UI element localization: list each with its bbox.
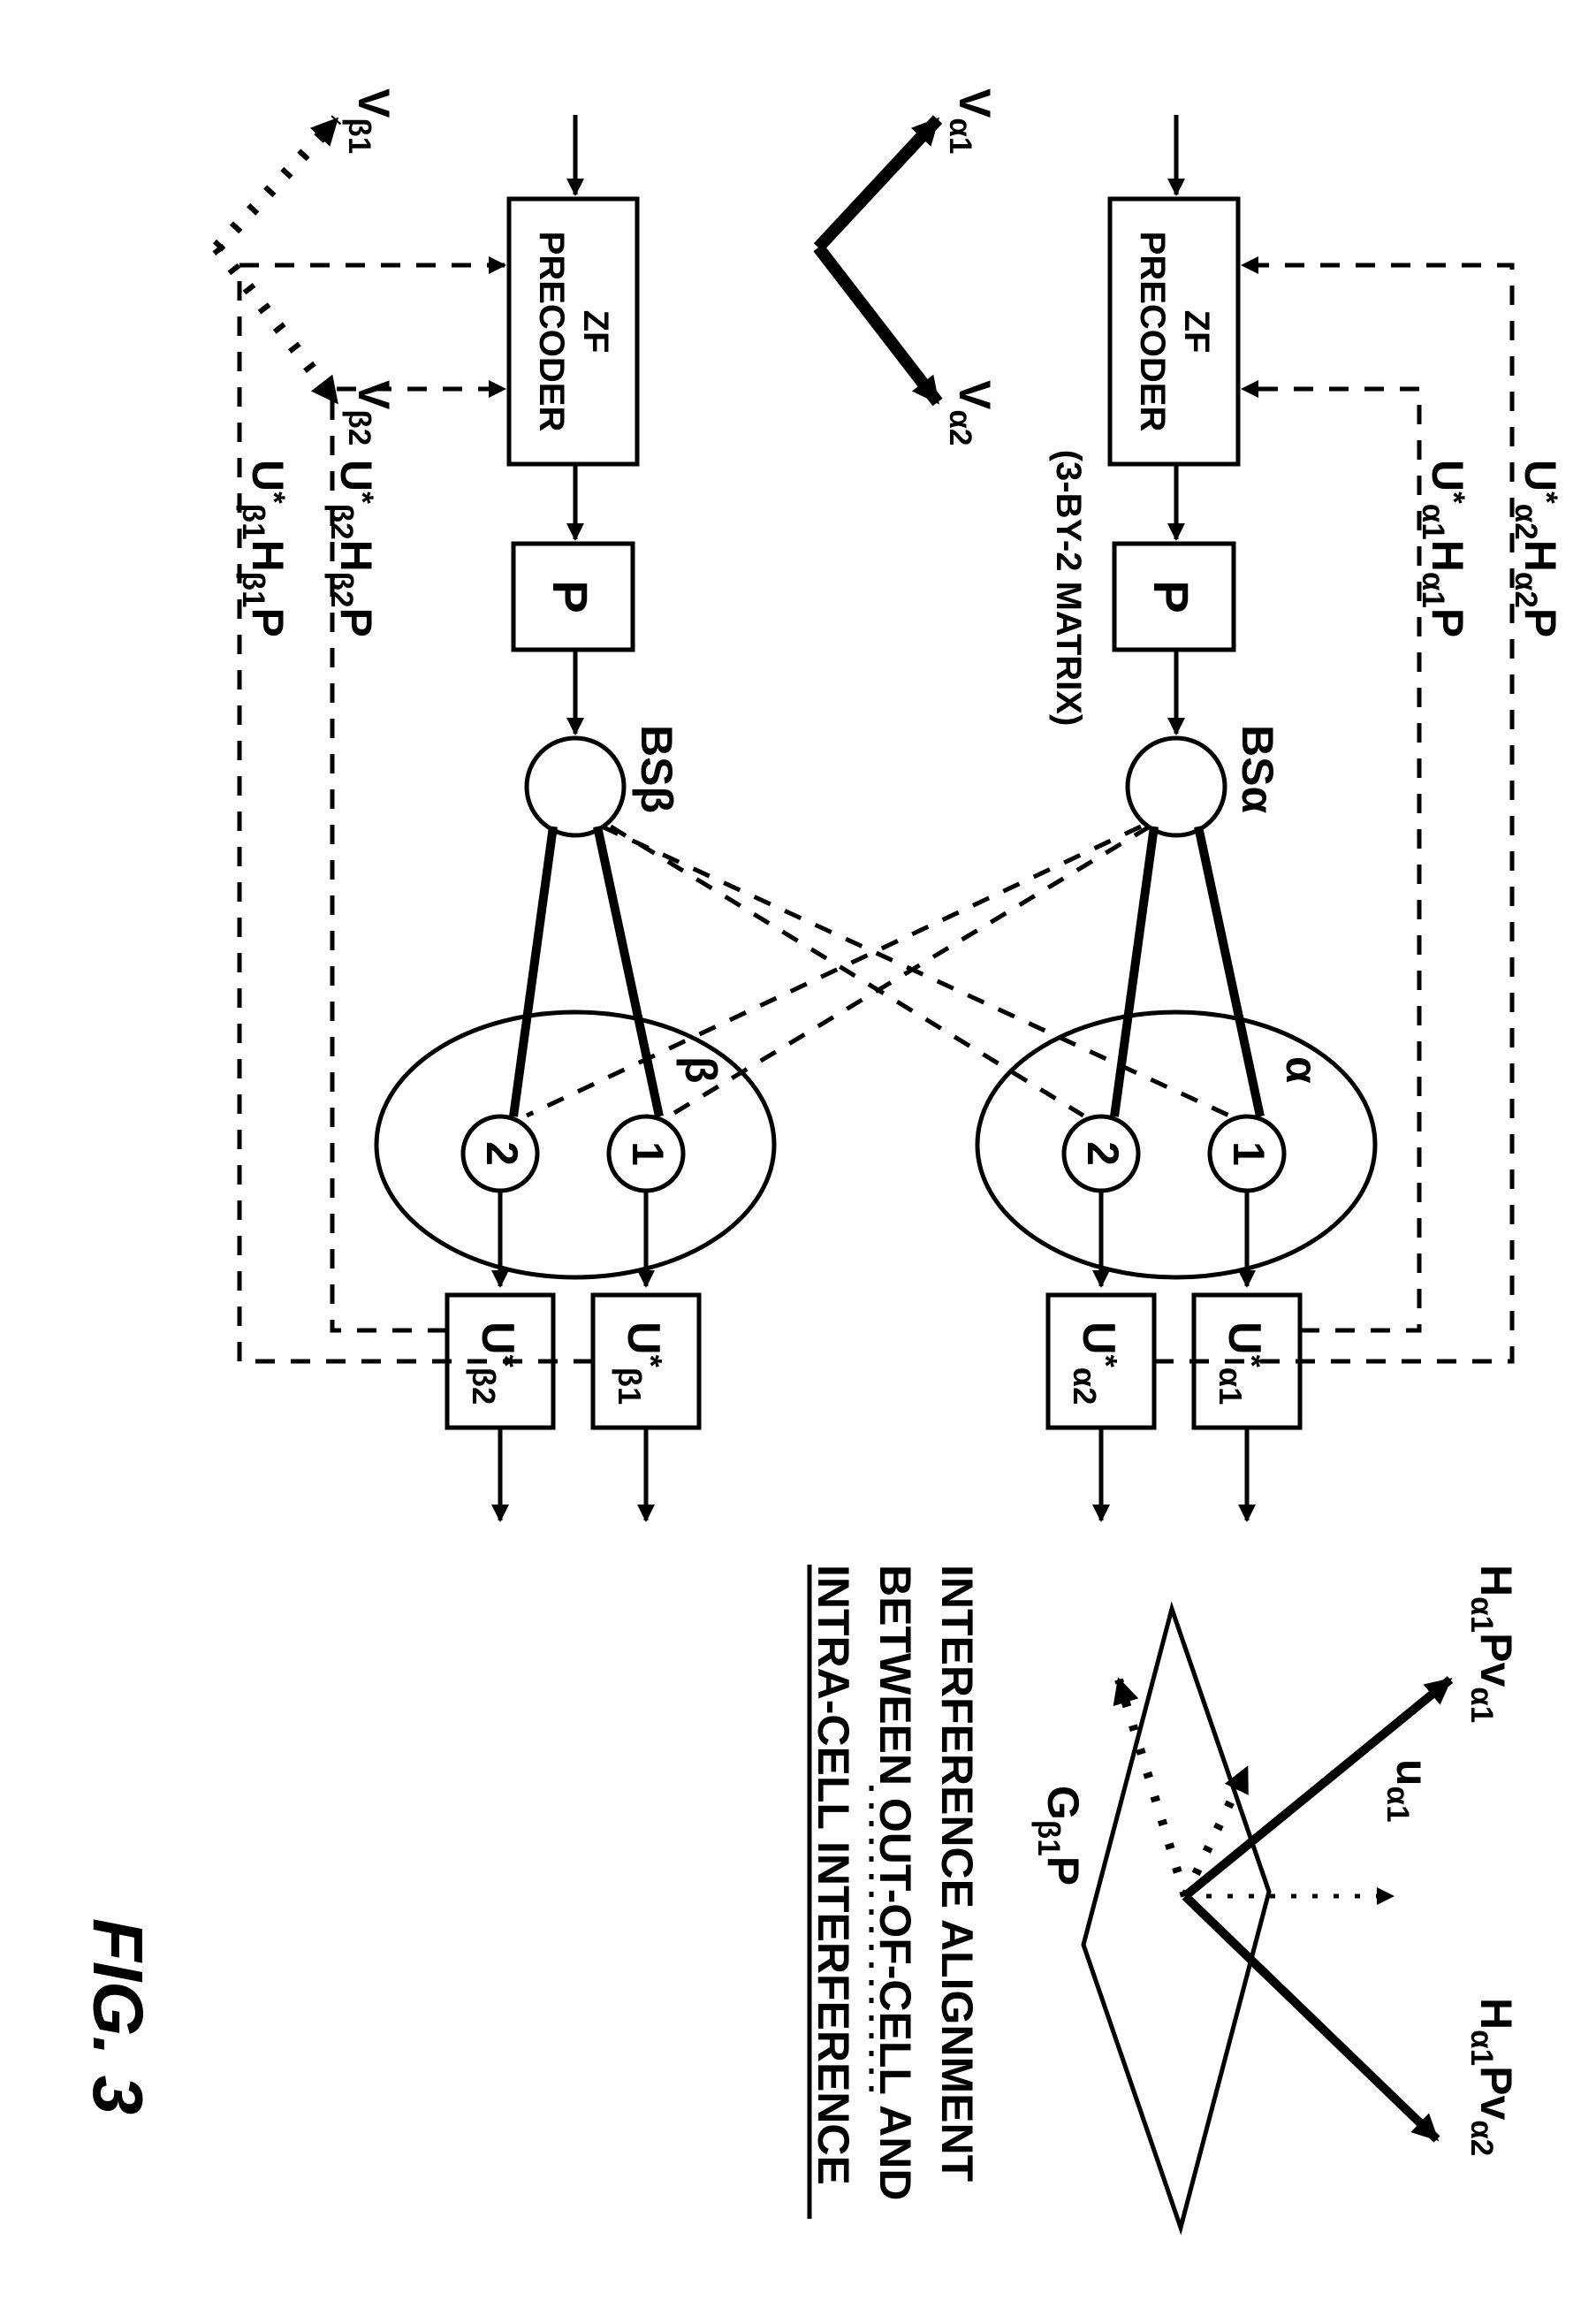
svg-text:U*α1Hα1P: U*α1Hα1P: [1417, 460, 1473, 637]
svg-text:β: β: [676, 1056, 726, 1084]
svg-text:Vβ1: Vβ1: [343, 88, 399, 154]
svg-text:ZFPRECODER: ZFPRECODER: [1133, 232, 1216, 432]
svg-text:U*α2Hα2P: U*α2Hα2P: [1509, 460, 1566, 637]
svg-text:U*β1Hβ1P: U*β1Hβ1P: [237, 460, 293, 637]
svg-text:U*β1: U*β1: [612, 1322, 669, 1405]
figure-label: FIG. 3: [79, 1918, 157, 2114]
svg-text:α: α: [1277, 1056, 1326, 1084]
svg-text:Gβ1P: Gβ1P: [1032, 1786, 1089, 1886]
svg-text:Hα1Pvα2: Hα1Pvα2: [1465, 1998, 1522, 2156]
svg-text:BSβ: BSβ: [632, 725, 681, 813]
svg-text:P: P: [1144, 580, 1199, 613]
svg-text:2: 2: [477, 1141, 527, 1166]
svg-text:2: 2: [1078, 1141, 1128, 1166]
svg-text:U*α2: U*α2: [1067, 1322, 1124, 1405]
svg-text:P: P: [543, 580, 598, 613]
diagram-canvas: ZFPRECODER P (3-BY-2 MATRIX) BSα ZFPRECODER P…: [0, 0, 1596, 2316]
svg-text:(3-BY-2 MATRIX): (3-BY-2 MATRIX): [1049, 450, 1088, 727]
svg-text:INTERFERENCE ALIGNMENT: INTERFERENCE ALIGNMENT: [932, 1565, 982, 2182]
svg-text:Vβ2: Vβ2: [343, 380, 399, 446]
svg-text:1: 1: [623, 1141, 673, 1166]
svg-text:BSα: BSα: [1233, 725, 1282, 813]
svg-text:1: 1: [1224, 1141, 1273, 1166]
svg-text:Vα1: Vα1: [944, 88, 1000, 154]
svg-text:uα1: uα1: [1381, 1759, 1438, 1823]
svg-text:BETWEEN OUT-OF-CELL AND: BETWEEN OUT-OF-CELL AND: [870, 1565, 920, 2200]
svg-text:INTRA-CELL INTERFERENCE: INTRA-CELL INTERFERENCE: [809, 1565, 858, 2185]
svg-text:U*β2Hβ2P: U*β2Hβ2P: [325, 460, 382, 637]
svg-text:Vα2: Vα2: [944, 380, 1000, 446]
svg-text:ZFPRECODER: ZFPRECODER: [532, 232, 615, 432]
svg-text:Hα1Pvα1: Hα1Pvα1: [1465, 1565, 1522, 1723]
